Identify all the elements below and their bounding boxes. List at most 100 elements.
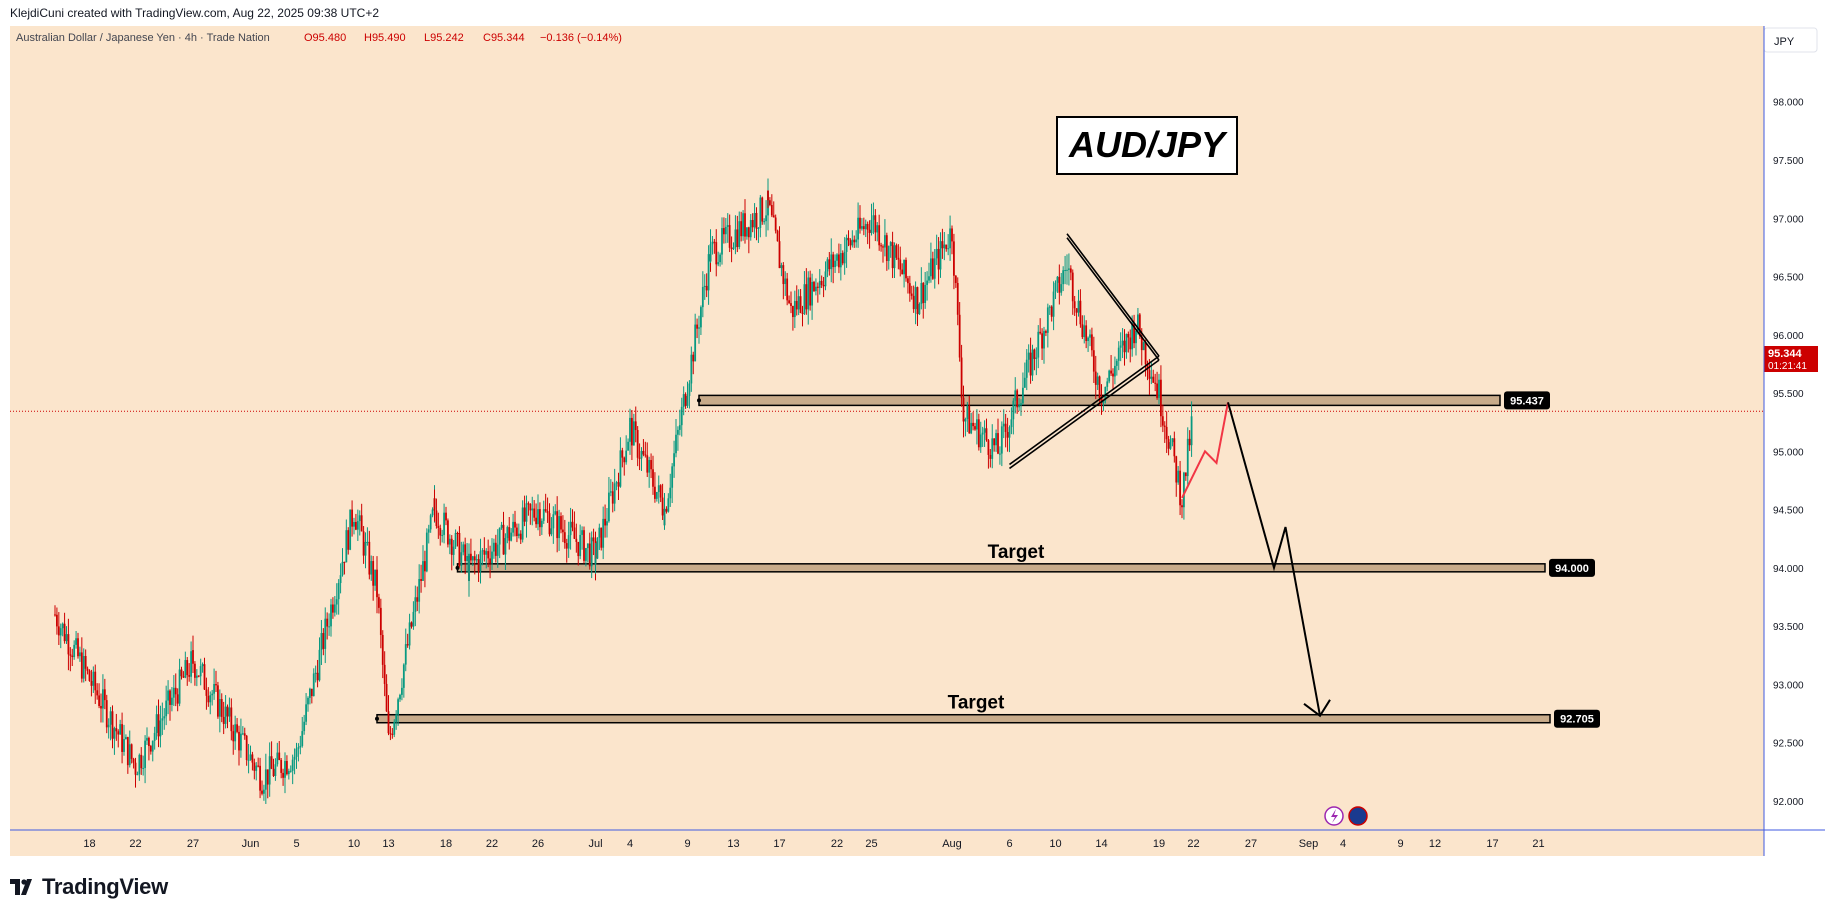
candle-body (263, 789, 265, 794)
time-tick-label: 22 (486, 838, 498, 850)
time-tick-label: 27 (1245, 838, 1257, 850)
time-tick-label: 10 (1049, 838, 1061, 850)
candle-body (926, 280, 928, 285)
candle-body (445, 512, 447, 521)
candle-body (378, 597, 380, 608)
candle-body (1071, 272, 1074, 302)
candle-body (408, 622, 411, 646)
candle-body (857, 217, 859, 240)
candle-body (876, 225, 879, 233)
candle-body (887, 246, 890, 261)
candle-body (818, 280, 821, 288)
candle-body (945, 244, 948, 250)
candle-body (682, 394, 685, 407)
candle-body (1156, 383, 1158, 398)
time-tick-label: 18 (440, 838, 452, 850)
candle-body (63, 623, 66, 642)
candle-body (324, 618, 327, 649)
price-tick-label: 97.000 (1773, 214, 1804, 225)
price-chart[interactable]: 95.437 94.000 Target 92.705 Target 98.000 97.… (10, 26, 1825, 856)
event-icons[interactable] (1324, 806, 1368, 826)
candle-body (517, 533, 520, 537)
candle-body (663, 508, 666, 526)
candle-body (673, 453, 675, 467)
candle-body (611, 491, 614, 504)
candle-body (155, 714, 158, 733)
candle-body (1150, 376, 1153, 379)
candle-body (100, 705, 102, 709)
candle-body (1167, 439, 1170, 449)
candle-body (782, 265, 785, 285)
candle-body (922, 283, 925, 303)
candle-body (303, 721, 306, 732)
candle-body (540, 520, 543, 528)
candle-body (809, 277, 812, 306)
candle-body (287, 771, 290, 775)
australia-flag-icon[interactable] (1348, 806, 1368, 826)
candle-body (931, 258, 934, 279)
candle-body (297, 747, 300, 749)
candle-body (368, 541, 371, 575)
candle-body (320, 633, 323, 650)
triangle-lower-a (1009, 355, 1160, 466)
candle-body (527, 503, 530, 505)
candle-body (251, 754, 254, 763)
candle-body (642, 450, 645, 455)
candle-body (462, 544, 465, 553)
candle-body (709, 244, 712, 262)
tradingview-logo[interactable]: TradingView (10, 874, 168, 900)
candle-body (654, 486, 656, 499)
candle-body (301, 731, 304, 746)
candle-body (991, 438, 994, 459)
candle-body (456, 532, 459, 534)
candle-body (970, 422, 973, 434)
candle-body (332, 604, 334, 613)
candle-body (370, 561, 373, 575)
candle-body (736, 229, 739, 248)
candle-body (1140, 336, 1143, 351)
candle-body (703, 285, 706, 287)
target-1-text: Target (988, 542, 1045, 563)
candle-body (182, 676, 185, 678)
candle-body (941, 241, 944, 249)
ohlc-open: O95.480 (304, 32, 346, 44)
candle-body (713, 241, 716, 243)
candle-body (134, 762, 137, 775)
candle-body (1121, 340, 1124, 346)
candle-body (1039, 331, 1042, 334)
candle-body (565, 543, 568, 549)
candle-body (1035, 357, 1038, 359)
candle-body (632, 421, 635, 446)
candle-body (508, 527, 511, 541)
candle-body (236, 724, 238, 732)
candle-body (1112, 373, 1114, 377)
chart-panel[interactable]: 95.437 94.000 Target 92.705 Target 98.000 97.… (10, 26, 1825, 856)
candle-body (169, 690, 171, 705)
candle-body (295, 748, 298, 757)
time-tick-label: 22 (831, 838, 843, 850)
candle-body (427, 529, 430, 533)
candle-body (989, 454, 992, 459)
candle-body (780, 265, 783, 269)
drawings (1009, 233, 1331, 718)
candle-body (1184, 472, 1187, 477)
candle-body (774, 217, 777, 231)
candle-body (142, 767, 145, 769)
candle-body (205, 689, 208, 696)
candle-body (571, 521, 574, 528)
price-tick-label: 93.000 (1773, 680, 1804, 691)
candle-body (161, 718, 164, 721)
candle-body (621, 450, 624, 458)
candle-body (401, 687, 403, 695)
candle-body (274, 764, 277, 777)
candle-body (299, 745, 302, 748)
candle-body (203, 664, 206, 690)
time-tick-label: 9 (1397, 838, 1403, 850)
bounce-path (1181, 402, 1229, 499)
price-tick-label: 94.000 (1773, 564, 1804, 575)
candle-body (1056, 276, 1059, 283)
candle-body (711, 241, 714, 245)
candle-body (939, 241, 942, 270)
candles (54, 178, 1193, 804)
currency-button[interactable]: JPY (1763, 27, 1818, 53)
